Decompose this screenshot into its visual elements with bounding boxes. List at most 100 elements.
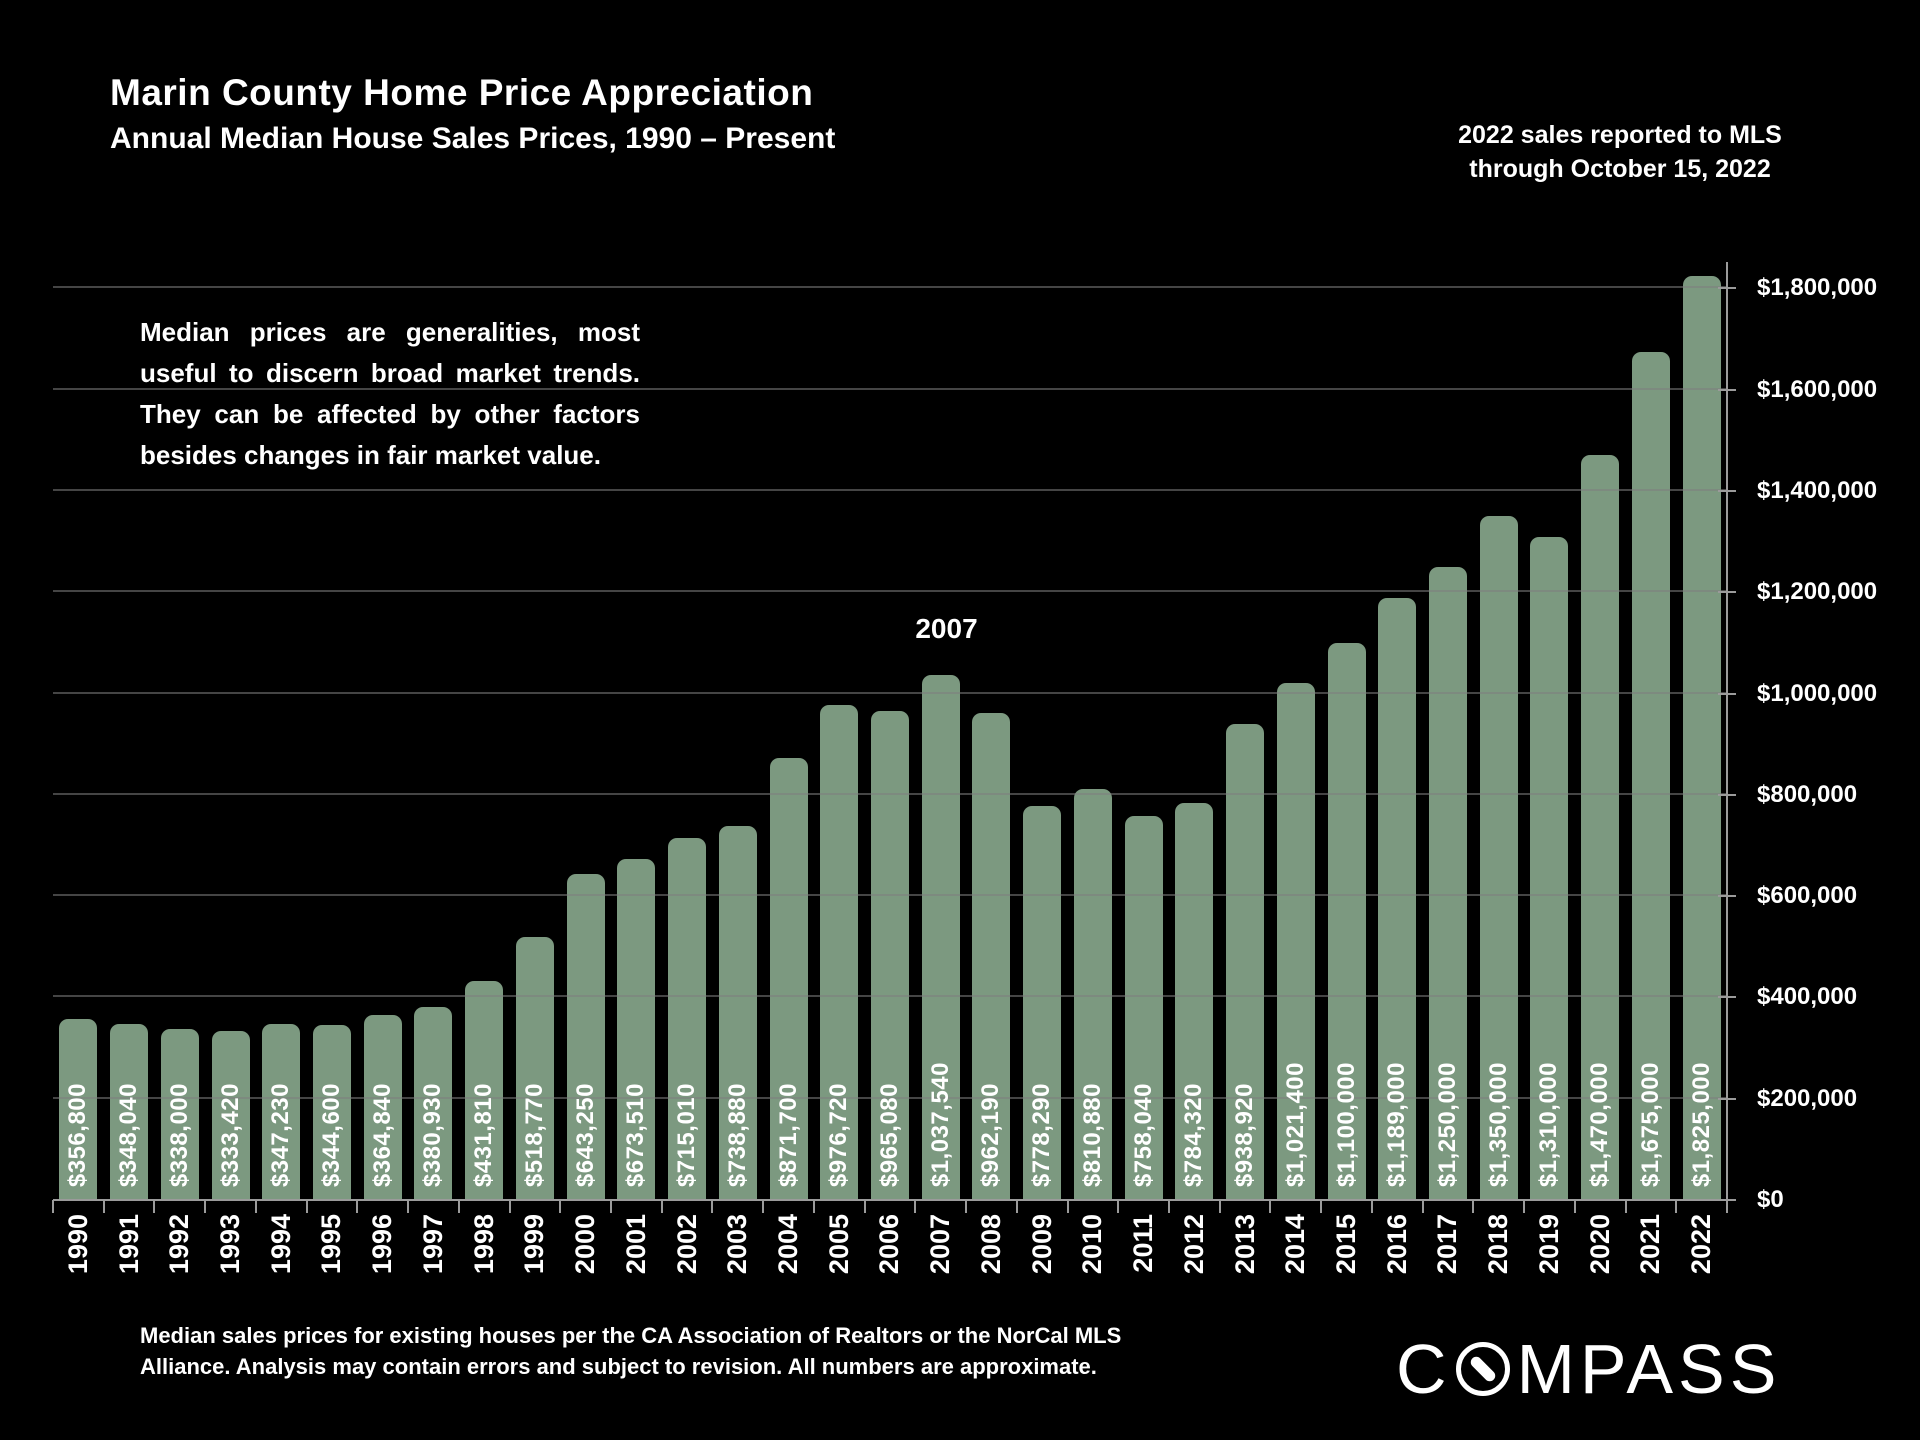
bar-value-label: $871,700 (774, 1082, 802, 1187)
bar: $347,230 (262, 1024, 301, 1200)
bar-value-label: $643,250 (571, 1082, 599, 1187)
bar-value-label: $518,770 (520, 1082, 548, 1187)
bar-chart: $356,800 $348,040 $338,000 $333,420 $347,230… (53, 263, 1727, 1200)
y-axis-tick (1718, 287, 1736, 290)
year-label-slot: 2009 (1017, 1214, 1068, 1274)
gridline (53, 286, 1727, 289)
x-axis-year-label: 2017 (1432, 1214, 1463, 1275)
x-axis-tick (1573, 1200, 1576, 1213)
y-axis-tick (1718, 692, 1736, 695)
y-axis-line (1726, 262, 1728, 1201)
y-axis-tick-label: $1,000,000 (1757, 679, 1878, 707)
compass-logo-text-mpass: MPASS (1516, 1330, 1782, 1408)
bar: $348,040 (110, 1023, 149, 1200)
bar-value-label: $348,040 (115, 1082, 143, 1187)
x-axis-year-label: 2018 (1483, 1214, 1514, 1275)
x-axis-year-label: 2012 (1178, 1214, 1209, 1275)
x-axis-year-label: 2007 (925, 1214, 956, 1275)
year-label-slot: 1999 (510, 1214, 561, 1274)
x-axis-year-label: 2016 (1381, 1214, 1412, 1275)
year-label-slot: 1993 (205, 1214, 256, 1274)
y-axis-tick-label: $1,200,000 (1757, 578, 1878, 606)
y-axis-tick-label: $800,000 (1757, 780, 1858, 808)
bar: $673,510 (617, 858, 656, 1200)
y-axis-tick (1718, 895, 1736, 898)
gridline (53, 1096, 1727, 1099)
x-axis-tick (1421, 1200, 1424, 1213)
bar-value-label: $1,250,000 (1434, 1061, 1461, 1187)
year-label-slot: 1997 (408, 1214, 459, 1274)
bar: $938,920 (1226, 724, 1265, 1200)
year-label-slot: 2013 (1220, 1214, 1271, 1274)
x-axis-year-label: 1994 (265, 1214, 296, 1275)
bar-value-label: $1,675,000 (1636, 1061, 1664, 1187)
peak-year-label: 2007 (915, 612, 978, 644)
bar: $344,600 (313, 1025, 351, 1200)
y-axis-tick (1718, 489, 1736, 492)
x-axis-year-label: 2001 (620, 1214, 651, 1275)
y-axis-tick (1718, 591, 1736, 594)
gridline (53, 894, 1727, 897)
x-axis-tick (559, 1200, 562, 1213)
bar: $518,770 (515, 937, 554, 1200)
bar-value-label: $673,510 (622, 1082, 650, 1187)
annotation-line: useful to discern broad market trends. (140, 358, 640, 388)
bar-value-label: $938,920 (1231, 1082, 1259, 1187)
year-label-slot: 2005 (814, 1214, 865, 1274)
bar: $380,930 (414, 1007, 453, 1200)
y-axis-tick (1718, 793, 1736, 796)
x-axis-year-label: 2003 (722, 1214, 753, 1275)
x-axis-line (53, 1199, 1728, 1201)
x-axis-year-label: 2021 (1635, 1214, 1666, 1275)
x-axis-tick (914, 1200, 917, 1213)
page-title: Marin County Home Price Appreciation (110, 72, 814, 113)
mls-note-line2: through October 15, 2022 (1469, 155, 1771, 183)
bar: $965,080 (871, 711, 909, 1200)
year-label-slot: 1994 (256, 1214, 307, 1274)
bar-value-label: $758,040 (1129, 1082, 1157, 1187)
page-subtitle: Annual Median House Sales Prices, 1990 –… (110, 122, 836, 155)
gridline (53, 995, 1727, 998)
year-label-slot: 2019 (1524, 1214, 1575, 1274)
bar-value-label: $1,021,400 (1281, 1061, 1309, 1187)
bar: $1,675,000 (1631, 351, 1670, 1200)
bar: $1,021,400 (1276, 682, 1315, 1200)
bar: $778,290 (1023, 805, 1062, 1200)
y-axis-tick (1718, 996, 1736, 999)
bar-value-label: $784,320 (1180, 1082, 1208, 1187)
x-axis-year-label: 2008 (975, 1214, 1006, 1275)
x-axis-tick (863, 1200, 866, 1213)
year-label-slot: 2012 (1169, 1214, 1220, 1274)
compass-o-needle-icon (1455, 1342, 1510, 1396)
x-axis-tick (762, 1200, 765, 1213)
mls-note-line1: 2022 sales reported to MLS (1458, 121, 1782, 149)
x-axis-tick (1472, 1200, 1475, 1213)
year-label-slot: 2021 (1626, 1214, 1677, 1274)
y-axis-tick (1718, 388, 1736, 391)
x-axis-year-label: 2010 (1077, 1214, 1108, 1275)
bar-value-label: $380,930 (419, 1082, 447, 1187)
x-axis-tick (1523, 1200, 1526, 1213)
bar-value-label: $738,880 (723, 1082, 751, 1187)
compass-needle (1468, 1354, 1498, 1384)
year-label-slot: 1995 (307, 1214, 358, 1274)
bar: $1,310,000 (1530, 536, 1569, 1200)
bar-value-label: $1,037,540 (926, 1061, 954, 1187)
annotation-line: besides changes in fair market value. (140, 440, 601, 470)
x-axis-tick (1320, 1200, 1323, 1213)
year-label-slot: 2004 (763, 1214, 814, 1274)
x-axis-tick (305, 1200, 308, 1213)
x-axis-tick (660, 1200, 663, 1213)
bar-value-label: $1,470,000 (1586, 1061, 1614, 1187)
annotation-line: Median prices are generalities, most (140, 317, 640, 347)
x-axis-year-label: 2014 (1280, 1214, 1311, 1275)
year-label-slot: 2002 (662, 1214, 713, 1274)
bar-value-label: $1,350,000 (1484, 1061, 1512, 1187)
bar-value-label: $1,100,000 (1332, 1061, 1360, 1187)
x-axis-tick (1269, 1200, 1272, 1213)
x-axis-tick (457, 1200, 460, 1213)
y-axis-tick-label: $1,800,000 (1757, 274, 1878, 302)
x-axis-year-label: 1993 (215, 1214, 246, 1275)
year-label-slot: 2018 (1473, 1214, 1524, 1274)
